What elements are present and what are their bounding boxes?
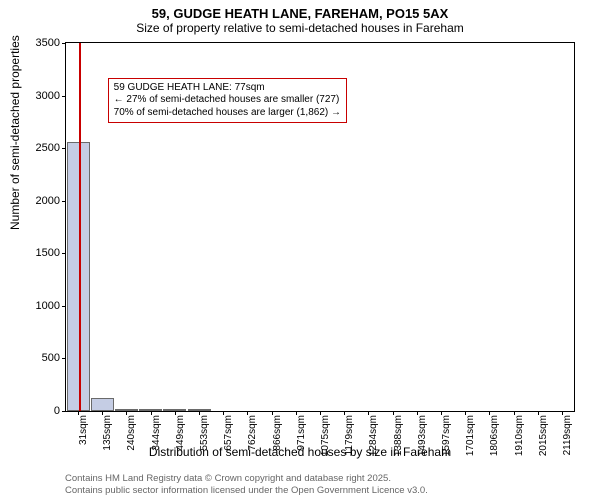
x-tick-mark bbox=[151, 411, 152, 415]
y-tick-label: 1500 bbox=[36, 247, 60, 259]
x-tick-mark bbox=[199, 411, 200, 415]
x-tick-mark bbox=[102, 411, 103, 415]
x-tick-mark bbox=[489, 411, 490, 415]
y-tick-label: 1000 bbox=[36, 300, 60, 312]
y-tick-mark bbox=[62, 201, 66, 202]
y-tick-mark bbox=[62, 358, 66, 359]
x-tick-mark bbox=[562, 411, 563, 415]
annotation-line: 59 GUDGE HEATH LANE: 77sqm bbox=[114, 82, 341, 95]
x-tick-mark bbox=[247, 411, 248, 415]
x-tick-mark bbox=[223, 411, 224, 415]
y-axis-label: Number of semi-detached properties bbox=[8, 35, 22, 230]
x-tick-mark bbox=[296, 411, 297, 415]
chart-container: 59, GUDGE HEATH LANE, FAREHAM, PO15 5AX … bbox=[0, 0, 600, 500]
footer-attribution: Contains HM Land Registry data © Crown c… bbox=[65, 473, 428, 496]
y-tick-label: 3000 bbox=[36, 90, 60, 102]
y-tick-label: 0 bbox=[54, 405, 60, 417]
x-tick-mark bbox=[78, 411, 79, 415]
y-tick-mark bbox=[62, 96, 66, 97]
bar bbox=[139, 409, 162, 411]
footer-line-2: Contains public sector information licen… bbox=[65, 485, 428, 496]
x-tick-mark bbox=[393, 411, 394, 415]
y-tick-mark bbox=[62, 253, 66, 254]
chart-title: 59, GUDGE HEATH LANE, FAREHAM, PO15 5AX bbox=[0, 0, 600, 21]
x-tick-mark bbox=[175, 411, 176, 415]
annotation-line: 70% of semi-detached houses are larger (… bbox=[114, 107, 341, 120]
x-tick-mark bbox=[272, 411, 273, 415]
x-tick-mark bbox=[320, 411, 321, 415]
y-tick-mark bbox=[62, 411, 66, 412]
y-tick-label: 500 bbox=[42, 352, 60, 364]
y-tick-label: 2000 bbox=[36, 195, 60, 207]
chart-subtitle: Size of property relative to semi-detach… bbox=[0, 21, 600, 37]
x-tick-mark bbox=[514, 411, 515, 415]
footer-line-1: Contains HM Land Registry data © Crown c… bbox=[65, 473, 428, 484]
x-tick-mark bbox=[417, 411, 418, 415]
x-tick-mark bbox=[368, 411, 369, 415]
bar bbox=[163, 409, 186, 411]
x-tick-mark bbox=[126, 411, 127, 415]
y-tick-label: 2500 bbox=[36, 142, 60, 154]
reference-line bbox=[79, 43, 81, 411]
annotation-line: ← 27% of semi-detached houses are smalle… bbox=[114, 94, 341, 107]
y-tick-mark bbox=[62, 148, 66, 149]
x-tick-mark bbox=[465, 411, 466, 415]
y-tick-mark bbox=[62, 306, 66, 307]
bar bbox=[188, 409, 211, 411]
bar bbox=[115, 409, 138, 411]
annotation-box: 59 GUDGE HEATH LANE: 77sqm← 27% of semi-… bbox=[108, 78, 347, 124]
y-tick-label: 3500 bbox=[36, 37, 60, 49]
x-tick-mark bbox=[441, 411, 442, 415]
y-tick-mark bbox=[62, 43, 66, 44]
plot-area: 050010001500200025003000350031sqm135sqm2… bbox=[65, 42, 575, 412]
x-tick-mark bbox=[344, 411, 345, 415]
bar bbox=[91, 398, 114, 411]
x-axis-label: Distribution of semi-detached houses by … bbox=[0, 445, 600, 459]
x-tick-mark bbox=[538, 411, 539, 415]
x-tick-label: 31sqm bbox=[78, 415, 89, 445]
